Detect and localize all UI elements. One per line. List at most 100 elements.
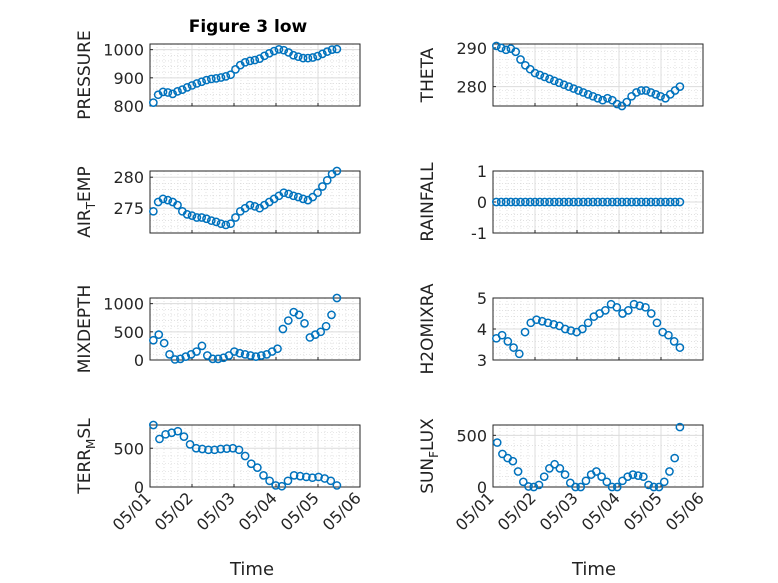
data-point bbox=[559, 197, 569, 207]
data-point bbox=[327, 310, 336, 320]
data-point bbox=[158, 194, 168, 204]
data-point bbox=[554, 197, 564, 207]
axes-box bbox=[492, 43, 704, 107]
data-point bbox=[659, 477, 669, 487]
data-point bbox=[228, 443, 238, 453]
subplot-theta: 280 290 THETA bbox=[418, 39, 704, 111]
data-point bbox=[332, 166, 342, 176]
data-point bbox=[593, 93, 603, 103]
data-point bbox=[246, 351, 255, 360]
data-point bbox=[173, 426, 183, 436]
data-point bbox=[245, 56, 255, 66]
data-point bbox=[240, 57, 250, 67]
data-point bbox=[300, 319, 309, 328]
data-point bbox=[540, 197, 550, 207]
data-point bbox=[202, 75, 211, 85]
data-point bbox=[525, 64, 535, 74]
data-point bbox=[503, 337, 513, 346]
data-point bbox=[549, 197, 559, 207]
axes-box bbox=[149, 424, 361, 488]
data-point bbox=[627, 197, 636, 207]
data-point bbox=[665, 197, 675, 207]
data-point bbox=[316, 327, 326, 337]
data-point bbox=[226, 70, 235, 80]
data-point bbox=[191, 443, 201, 453]
data-point bbox=[264, 48, 274, 58]
data-point bbox=[649, 482, 659, 492]
data-point bbox=[555, 464, 565, 473]
data-point bbox=[163, 195, 173, 205]
data-point bbox=[332, 481, 342, 490]
data-point bbox=[554, 78, 564, 88]
data-point bbox=[308, 192, 318, 202]
data-point bbox=[603, 197, 612, 207]
data-point bbox=[231, 65, 240, 74]
data-point bbox=[192, 79, 202, 88]
data-point bbox=[665, 467, 674, 476]
data-point bbox=[566, 326, 576, 335]
y-axis-label: THETA bbox=[418, 47, 438, 103]
data-point bbox=[578, 197, 588, 207]
data-point bbox=[516, 197, 525, 207]
data-point bbox=[279, 45, 289, 55]
data-point bbox=[149, 335, 158, 345]
data-point bbox=[250, 55, 260, 65]
data-point bbox=[192, 347, 201, 356]
data-point bbox=[235, 348, 245, 358]
data-point bbox=[633, 471, 643, 480]
x-tick-label: 05/04 bbox=[578, 488, 624, 534]
data-point bbox=[598, 197, 607, 207]
data-point bbox=[221, 72, 231, 81]
data-point bbox=[313, 51, 322, 61]
data-point bbox=[508, 456, 518, 466]
data-point bbox=[675, 197, 685, 207]
data-point bbox=[221, 220, 231, 230]
data-point bbox=[600, 306, 610, 315]
data-point bbox=[170, 355, 180, 364]
data-point bbox=[627, 91, 636, 101]
data-point bbox=[612, 482, 622, 492]
subplot-h2omixra: 3 4 5 H2OMIXRA bbox=[418, 283, 704, 375]
data-point bbox=[612, 302, 622, 312]
data-point bbox=[318, 49, 327, 59]
data-point bbox=[231, 213, 240, 222]
data-point bbox=[618, 476, 627, 486]
data-point bbox=[598, 95, 607, 105]
data-point bbox=[569, 84, 578, 93]
data-point bbox=[210, 445, 219, 455]
data-point bbox=[629, 299, 639, 309]
data-point bbox=[644, 480, 653, 490]
data-point bbox=[176, 354, 185, 364]
data-point bbox=[313, 188, 322, 198]
data-point bbox=[501, 197, 511, 207]
y-axis-label: PRESSURE bbox=[75, 30, 95, 119]
y-tick-label: 900 bbox=[113, 69, 144, 88]
data-point bbox=[530, 68, 540, 78]
data-point bbox=[632, 197, 641, 207]
axes-box bbox=[492, 424, 704, 488]
data-point bbox=[593, 197, 603, 207]
data-point bbox=[656, 197, 665, 207]
y-tick-label: 0 bbox=[477, 193, 487, 212]
data-point bbox=[289, 191, 298, 201]
data-point bbox=[332, 293, 342, 303]
data-point bbox=[612, 197, 622, 207]
data-point bbox=[583, 90, 593, 99]
data-point bbox=[293, 52, 303, 62]
data-point bbox=[632, 88, 641, 97]
axes-box bbox=[149, 43, 361, 107]
data-point bbox=[240, 350, 250, 359]
y-tick-label: 0 bbox=[477, 478, 487, 497]
data-point bbox=[197, 444, 207, 454]
data-point bbox=[289, 50, 298, 60]
data-point bbox=[578, 88, 588, 97]
data-point bbox=[301, 472, 311, 482]
data-point bbox=[308, 53, 318, 62]
data-point bbox=[539, 472, 549, 482]
data-point bbox=[298, 53, 308, 63]
subplot-mixdepth: 0 500 1000 MIXDEPTH bbox=[75, 285, 361, 373]
y-tick-label: 3 bbox=[477, 351, 487, 370]
data-point bbox=[534, 480, 544, 490]
